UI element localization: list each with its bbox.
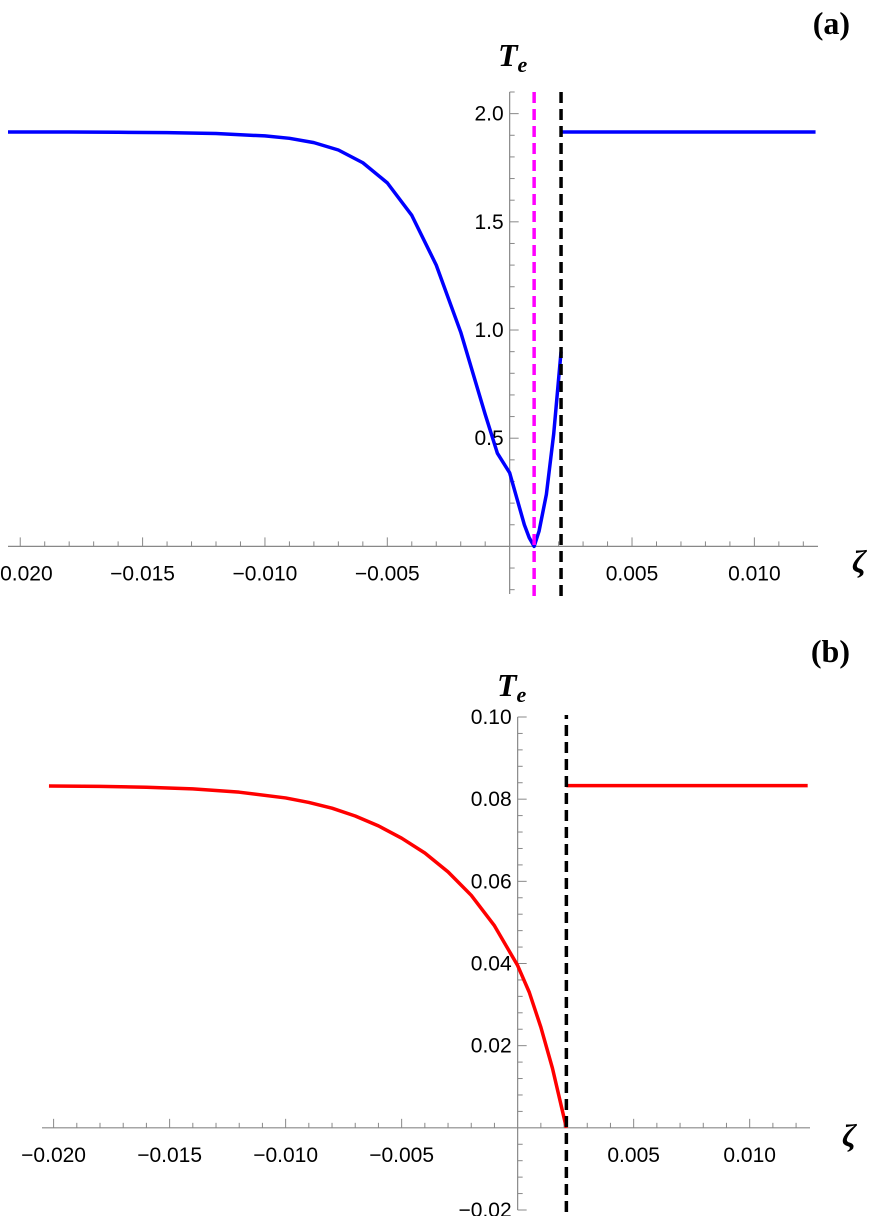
panel-b-tick-labels: −0.020 −0.015 −0.010 −0.005 0.005 0.010 −0.02 0… — [21, 706, 776, 1216]
panel-a-series — [8, 130, 816, 549]
panel-a-ticks — [19, 91, 804, 591]
x-tick-label: 0.005 — [607, 1144, 660, 1167]
panel-b-series — [48, 783, 808, 1129]
x-tick-label: −0.005 — [355, 562, 420, 585]
y-tick-label: 0.06 — [471, 870, 512, 893]
panel-a-tick-labels: −0.020−0.015−0.010−0.0050.0050.0100.51.0… — [0, 103, 781, 586]
panel-b-y-axis-label: Te — [497, 667, 527, 707]
series-line-segment — [48, 784, 569, 1129]
x-tick-label: −0.015 — [137, 1144, 202, 1167]
panel-a: (a) −0.020−0.015−0.010−0.0050.0050.0100.… — [0, 5, 868, 596]
y-tick-label: 0.10 — [471, 706, 512, 729]
x-tick-label: −0.010 — [233, 562, 298, 585]
panel-b: (b) −0.020 −0.015 −0.010 −0.005 0.005 0.010−0… — [21, 633, 858, 1216]
y-tick-label: 0.02 — [471, 1035, 512, 1058]
panel-b-ticks — [53, 716, 797, 1211]
y-tick-label: 2.0 — [474, 103, 503, 126]
y-tick-label: 1.0 — [474, 319, 503, 342]
x-tick-label: −0.020 — [0, 562, 53, 585]
panel-b-x-axis-label: ζ — [842, 1117, 858, 1153]
panel-a-vlines — [532, 90, 563, 596]
panel-a-x-axis-label: ζ — [852, 543, 868, 579]
x-tick-label: 0.005 — [606, 562, 659, 585]
panel-b-label: (b) — [811, 633, 850, 669]
y-tick-label: −0.02 — [459, 1199, 512, 1216]
x-tick-label: 0.010 — [728, 562, 781, 585]
x-tick-label: 0.010 — [723, 1144, 776, 1167]
x-tick-label: −0.015 — [110, 562, 175, 585]
panel-a-label: (a) — [813, 5, 850, 41]
y-tick-label: 0.08 — [471, 788, 512, 811]
y-tick-label: 1.5 — [474, 211, 503, 234]
x-tick-label: −0.020 — [21, 1144, 86, 1167]
x-tick-label: −0.005 — [369, 1144, 434, 1167]
y-tick-label: 0.04 — [471, 953, 512, 976]
x-tick-label: −0.010 — [253, 1144, 318, 1167]
panel-a-y-axis-label: Te — [498, 37, 528, 77]
